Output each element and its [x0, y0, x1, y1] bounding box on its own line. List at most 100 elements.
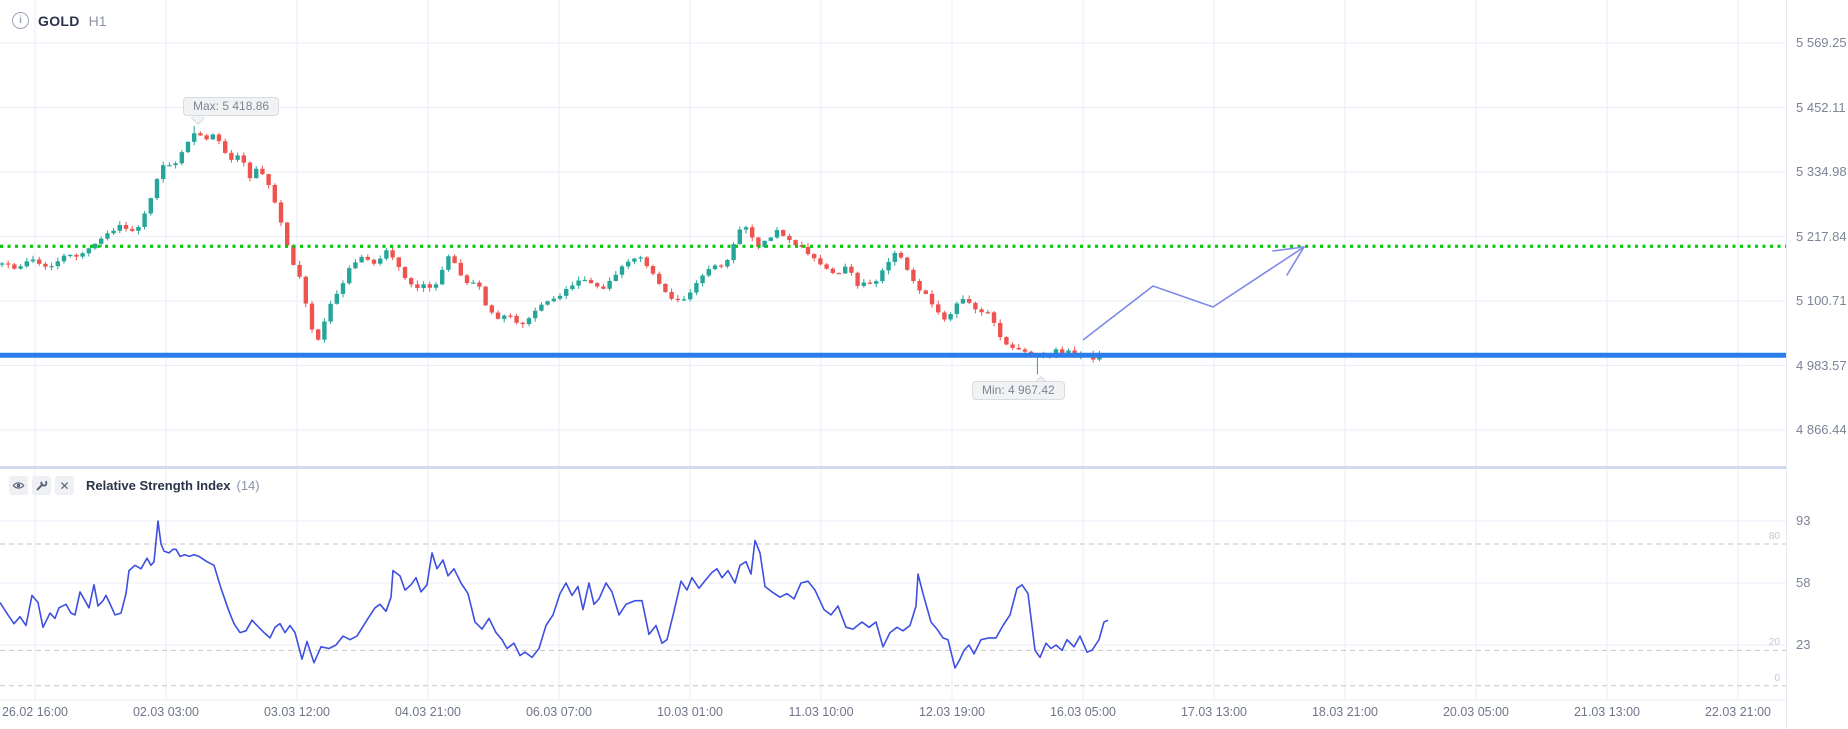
- min-price-tooltip: Min: 4 967.42: [972, 381, 1065, 400]
- candle: [830, 268, 835, 274]
- candle: [92, 243, 98, 249]
- candle: [774, 230, 780, 238]
- pane-divider[interactable]: [0, 466, 1848, 469]
- candle: [167, 165, 172, 167]
- candle: [613, 274, 618, 281]
- time-axis-label: 20.03 05:00: [1442, 705, 1510, 719]
- candle: [526, 318, 532, 325]
- rsi-period: (14): [236, 478, 260, 493]
- candle: [266, 174, 271, 186]
- candle: [576, 280, 581, 286]
- info-circle-icon[interactable]: i: [12, 12, 29, 29]
- time-axis-label: 12.03 19:00: [918, 705, 986, 719]
- eye-icon[interactable]: [9, 476, 28, 495]
- rsi-tick: 93: [1796, 513, 1811, 528]
- candle: [818, 258, 823, 265]
- candle: [1004, 337, 1009, 345]
- candle: [136, 226, 141, 231]
- candle: [260, 168, 265, 175]
- candle: [657, 273, 662, 284]
- candle: [762, 240, 767, 247]
- candle: [37, 259, 42, 264]
- candle: [471, 282, 476, 284]
- candle: [409, 278, 414, 285]
- time-axis-label: 26.02 16:00: [1, 705, 69, 719]
- candle: [130, 228, 135, 231]
- candle: [24, 261, 29, 267]
- candle: [694, 283, 699, 293]
- rsi-tick: 23: [1796, 637, 1811, 652]
- candle: [1022, 349, 1028, 352]
- candle: [328, 303, 333, 322]
- candle: [719, 265, 724, 267]
- candle: [235, 155, 240, 160]
- candle: [390, 250, 395, 258]
- candle: [960, 299, 966, 304]
- candle: [898, 252, 904, 258]
- candle: [688, 292, 693, 300]
- candle: [74, 254, 79, 257]
- rsi-line: [0, 520, 1109, 669]
- time-axis-label: 16.03 05:00: [1049, 705, 1117, 719]
- candle: [12, 264, 17, 269]
- candle: [533, 310, 538, 319]
- candle: [378, 258, 383, 264]
- candle: [0, 263, 5, 265]
- candle: [340, 283, 346, 294]
- candle: [998, 322, 1003, 338]
- candle: [632, 258, 637, 262]
- rsi-title: Relative Strength Index: [86, 478, 231, 493]
- rsi-panel-header: ✕ Relative Strength Index (14): [9, 476, 260, 495]
- candle: [768, 237, 773, 241]
- timeframe-label[interactable]: H1: [88, 12, 107, 29]
- candle: [663, 283, 668, 293]
- candle: [855, 272, 860, 286]
- price-axis-gutter[interactable]: 5 200.00 5 002.29 5 569.255 452.115 334.…: [1786, 0, 1848, 729]
- candle: [626, 261, 631, 267]
- candle: [359, 256, 364, 263]
- candle: [743, 227, 749, 230]
- candle: [247, 162, 253, 179]
- candle: [991, 312, 997, 323]
- rsi-level-label: 20: [1768, 637, 1780, 649]
- candle: [123, 224, 129, 229]
- candle: [111, 230, 116, 234]
- candle: [539, 304, 544, 311]
- candle: [68, 254, 73, 257]
- candle: [347, 268, 352, 284]
- close-icon[interactable]: ✕: [55, 476, 74, 495]
- wrench-icon[interactable]: [32, 476, 51, 495]
- candle: [80, 253, 85, 257]
- candle: [185, 141, 191, 153]
- projection-arrow[interactable]: [1082, 246, 1305, 341]
- chart-canvas[interactable]: [0, 0, 1786, 729]
- time-axis-label: 02.03 03:00: [132, 705, 200, 719]
- time-axis-label: 17.03 13:00: [1180, 705, 1248, 719]
- candle: [520, 322, 525, 325]
- candle: [514, 315, 519, 323]
- candle: [254, 168, 259, 179]
- candle: [86, 248, 91, 254]
- candle: [936, 304, 941, 313]
- candle: [588, 279, 594, 284]
- candle: [223, 141, 228, 153]
- candle: [353, 262, 358, 269]
- candle: [781, 230, 786, 236]
- candle: [161, 165, 166, 180]
- candle: [725, 260, 730, 267]
- candle: [99, 238, 104, 244]
- candles-layer: [0, 125, 1102, 375]
- candle: [18, 266, 23, 269]
- candle: [278, 202, 284, 223]
- candle: [198, 133, 203, 136]
- candle: [216, 134, 222, 142]
- candle: [6, 263, 11, 265]
- rsi-tick: 58: [1796, 575, 1811, 590]
- rsi-level-label: 0: [1774, 672, 1780, 684]
- candle: [787, 235, 792, 241]
- candle: [824, 264, 829, 269]
- time-axis-label: 10.03 01:00: [656, 705, 724, 719]
- candle: [973, 302, 978, 310]
- candle: [681, 299, 687, 301]
- candle: [650, 266, 656, 274]
